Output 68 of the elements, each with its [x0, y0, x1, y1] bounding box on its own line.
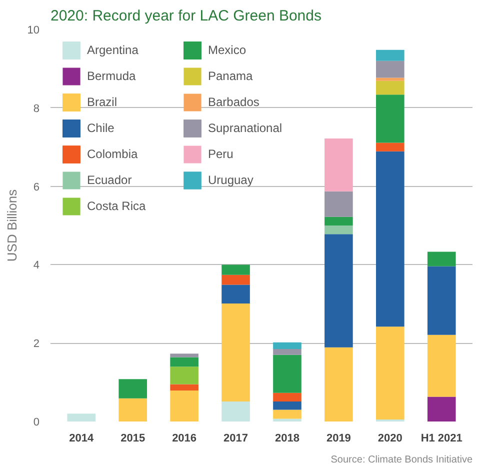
y-tick-label: 4	[33, 260, 40, 272]
bar	[273, 418, 302, 422]
legend-label: Bermuda	[87, 69, 137, 83]
bar	[376, 80, 404, 95]
bar	[222, 402, 250, 422]
bar	[170, 354, 198, 358]
x-tick-label: 2020	[378, 432, 402, 444]
bar	[118, 398, 147, 422]
bar	[376, 151, 404, 327]
x-tick-label: 2015	[120, 432, 146, 444]
bar	[376, 94, 404, 143]
legend-label: Peru	[208, 147, 234, 161]
bar	[427, 334, 456, 397]
bar	[170, 357, 198, 367]
bar	[427, 252, 456, 266]
bar	[273, 342, 302, 349]
legend-label: Supranational	[208, 121, 284, 135]
bar	[324, 191, 353, 217]
bar	[273, 354, 302, 393]
bar	[427, 266, 456, 335]
legend-label: Brazil	[87, 95, 118, 109]
bar	[273, 392, 302, 402]
y-tick-label: 10	[27, 24, 40, 36]
bar	[170, 384, 198, 391]
bar	[376, 50, 404, 61]
bar	[324, 347, 353, 422]
bar	[222, 274, 250, 285]
bar	[273, 410, 302, 419]
bar	[170, 366, 198, 384]
bar	[67, 414, 96, 422]
bar	[222, 304, 250, 402]
bar	[222, 284, 250, 304]
bar	[324, 216, 353, 226]
y-tick-label: 2	[33, 338, 40, 350]
bar	[427, 396, 456, 422]
legend-label: Costa Rica	[87, 199, 147, 213]
legend-label: Ecuador	[87, 173, 133, 187]
bar	[376, 142, 404, 152]
bar	[324, 226, 353, 234]
x-tick-label: 2017	[224, 432, 248, 444]
bar	[376, 326, 404, 420]
y-tick-label: 0	[33, 416, 40, 428]
bar	[376, 60, 404, 78]
bar	[170, 390, 198, 422]
chart-title: 2020: Record year for LAC Green Bonds	[50, 8, 322, 24]
x-tick-label: 2019	[326, 432, 351, 444]
legend-label: Chile	[87, 121, 116, 135]
legend-label: Uruguay	[208, 173, 254, 187]
legend-label: Mexico	[208, 43, 248, 57]
legend-label: Barbados	[208, 95, 260, 109]
x-tick-label: 2016	[172, 432, 197, 444]
bar	[118, 379, 147, 398]
bar	[324, 234, 353, 348]
bar	[222, 264, 250, 275]
bar	[273, 348, 302, 355]
x-tick-label: 2014	[69, 432, 94, 444]
legend-label: Colombia	[87, 147, 139, 161]
x-tick-label: H1 2021	[420, 432, 462, 444]
x-tick-label: 2018	[274, 432, 300, 444]
bar	[376, 78, 404, 81]
source-note: Source: Climate Bonds Initiative	[330, 454, 473, 466]
legend-label: Panama	[208, 69, 254, 83]
y-tick-label: 8	[33, 102, 40, 115]
legend-label: Argentina	[87, 43, 140, 57]
bar	[324, 138, 353, 192]
y-axis-title: USD Billions	[4, 188, 20, 262]
y-tick-label: 6	[33, 181, 40, 194]
bar	[273, 402, 302, 410]
